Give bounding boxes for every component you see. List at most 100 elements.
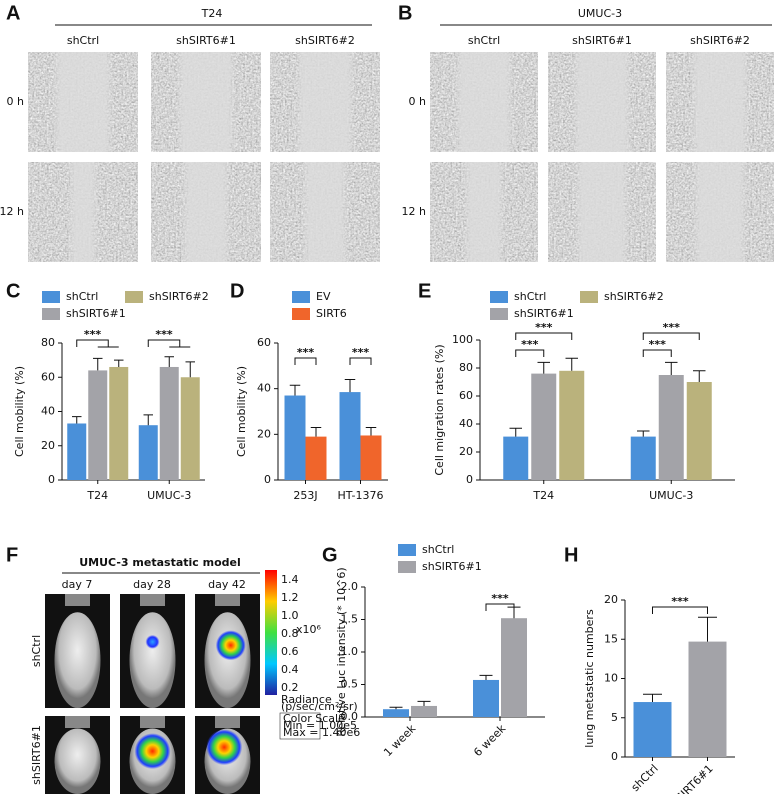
error-bar [72, 416, 82, 424]
legend-swatch [490, 308, 508, 320]
scratch-gap [430, 52, 538, 152]
error-bar [114, 359, 124, 367]
signal [145, 634, 160, 649]
mouse-body [54, 612, 101, 708]
nose-cone [140, 594, 165, 606]
significance-bracket [485, 603, 515, 611]
y-tick-label: 0 [48, 473, 55, 486]
y-tick-label: 40 [257, 382, 271, 395]
mouse-body [54, 728, 101, 794]
error-bar [698, 616, 717, 642]
legend-label: shCtrl [66, 290, 98, 303]
row-label: shSIRT6#1 [30, 725, 43, 785]
signal [215, 630, 246, 661]
significance-bracket [76, 339, 119, 348]
significance-label: *** [297, 346, 315, 359]
legend-label: shCtrl [422, 543, 454, 556]
error-bar [693, 370, 706, 382]
column-label: day 7 [62, 578, 93, 591]
scratch-gap [430, 162, 538, 262]
bar [633, 702, 672, 757]
color-scale-text: Max = 1.40e6 [283, 726, 360, 739]
column-label: shSIRT6#2 [690, 34, 750, 47]
legend-swatch [580, 291, 598, 303]
error-bar [185, 361, 195, 378]
legend-label: shSIRT6#1 [66, 307, 126, 320]
y-tick-label: 0 [264, 473, 271, 486]
y-tick-label: 100 [452, 333, 473, 346]
legend-label: shSIRT6#1 [422, 560, 482, 573]
bar [688, 641, 727, 757]
significance-label: *** [649, 338, 667, 351]
significance-bracket [147, 339, 191, 348]
colorbar-tick: 0.8 [281, 627, 299, 640]
bar [180, 377, 200, 480]
panel-letter: E [418, 280, 431, 302]
error-bar [637, 430, 650, 437]
legend-swatch [292, 291, 310, 303]
y-tick-label: 20 [257, 427, 271, 440]
nose-cone [65, 594, 90, 606]
radiance-unit: (p/sec/cm²/sr) [281, 700, 358, 713]
column-label: day 28 [133, 578, 171, 591]
error-bar [143, 414, 153, 426]
bar [360, 435, 382, 480]
scratch-gap [548, 52, 656, 152]
y-tick-label: 20 [459, 445, 473, 458]
y-tick-label: 80 [459, 361, 473, 374]
x-tick-label: T24 [532, 489, 554, 502]
colorbar-tick: 0.4 [281, 663, 299, 676]
y-axis-label: Relative Luc intensity (* 10^6) [335, 567, 348, 736]
colorbar [265, 570, 277, 695]
error-bar [665, 361, 678, 375]
bar [383, 709, 409, 717]
significance-bracket [642, 332, 700, 340]
scratch-gap [666, 52, 774, 152]
nose-cone [215, 594, 240, 606]
x-tick-label: 6 week [471, 722, 508, 759]
scratch-gap [270, 162, 380, 262]
panel-title: UMUC-3 [578, 7, 622, 20]
row-label: shCtrl [30, 635, 43, 667]
legend-label: shCtrl [514, 290, 546, 303]
panel-letter: F [6, 544, 18, 566]
y-axis-label: lung metastatic numbers [583, 609, 596, 748]
significance-bracket [349, 357, 372, 365]
legend-swatch [42, 291, 60, 303]
row-label: 12 h [402, 205, 426, 218]
error-bar [344, 379, 356, 393]
color-scale-text: Color Scale [283, 712, 345, 725]
signal [134, 733, 171, 770]
legend-swatch [292, 308, 310, 320]
scratch-gap [151, 162, 261, 262]
legend-swatch [490, 291, 508, 303]
y-tick-label: 0.5 [341, 678, 359, 691]
error-bar [479, 674, 493, 680]
row-label: 12 h [0, 205, 24, 218]
y-tick-label: 10 [604, 672, 618, 685]
row-label: 0 h [409, 95, 426, 108]
x-tick-label: shCtrl [629, 762, 661, 794]
y-tick-label: 60 [41, 370, 55, 383]
legend-label: shSIRT6#2 [604, 290, 664, 303]
bar [109, 366, 129, 480]
x-tick-label: shSIRT6#1 [664, 762, 715, 794]
significance-label: *** [663, 321, 681, 334]
radiance-label: Radiance [281, 693, 332, 706]
significance-label: *** [155, 328, 173, 341]
legend-swatch [398, 544, 416, 556]
y-tick-label: 1.0 [341, 645, 359, 658]
scratch-gap [28, 162, 138, 262]
y-tick-label: 1.5 [341, 613, 359, 626]
column-label: day 42 [208, 578, 246, 591]
panel-letter: C [6, 280, 20, 302]
significance-bracket [515, 349, 545, 357]
mouse-body [204, 612, 251, 708]
colorbar-tick: 1.2 [281, 591, 299, 604]
nose-cone [215, 716, 240, 728]
error-bar [643, 693, 662, 703]
panel-title: T24 [201, 7, 223, 20]
y-tick-label: 0.0 [341, 710, 359, 723]
scratch-gap [28, 52, 138, 152]
